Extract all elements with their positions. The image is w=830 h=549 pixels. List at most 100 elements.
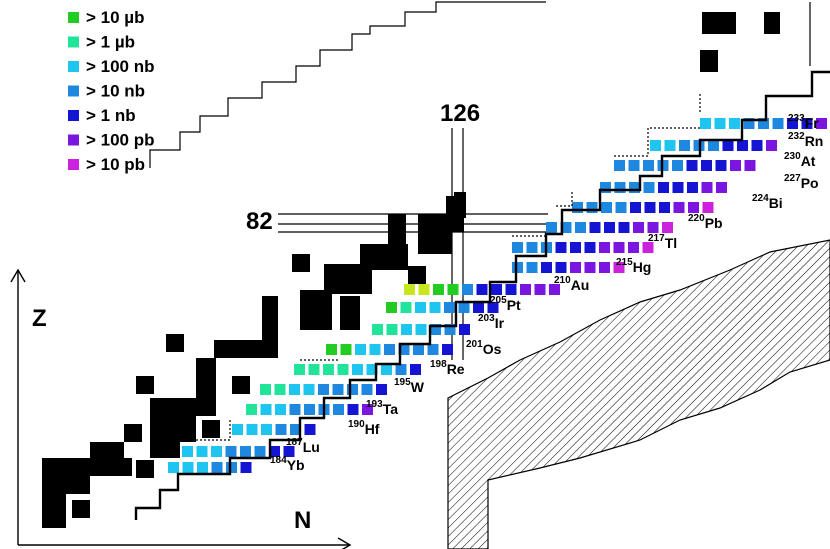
hatched-region	[447, 239, 830, 549]
legend-label: > 1 µb	[86, 33, 135, 52]
cross-section-cell	[386, 324, 398, 335]
cross-section-cell	[766, 140, 777, 151]
isotope-label: 195W	[394, 377, 425, 395]
stable-nucleus	[166, 334, 184, 352]
cross-section-cell	[628, 242, 639, 253]
isotope-label: 210Au	[554, 275, 589, 293]
z-axis-label: Z	[32, 305, 47, 332]
isotope-label: 217Tl	[648, 233, 677, 251]
cross-section-cell	[326, 344, 337, 355]
cross-section-cell	[526, 262, 538, 273]
cross-section-cell	[708, 140, 719, 151]
cross-section-cell	[716, 182, 727, 193]
cross-section-cell	[275, 424, 287, 435]
cross-section-cell	[290, 424, 301, 435]
cross-section-cell	[613, 242, 625, 253]
cross-section-cell	[672, 182, 684, 193]
cross-section-cell	[520, 284, 531, 295]
cross-section-cell	[294, 364, 305, 375]
cross-section-cell	[401, 324, 412, 335]
stable-nucleus	[388, 214, 406, 254]
cross-section-cell	[415, 324, 427, 335]
cross-section-cell	[289, 384, 300, 395]
cross-section-cell	[744, 160, 756, 171]
cross-section-cell	[730, 160, 741, 171]
cross-section-cell	[196, 446, 208, 457]
cross-section-cell	[246, 404, 257, 415]
isotope-label: 230At	[784, 151, 816, 169]
cross-section-cell	[575, 222, 586, 233]
cross-section-cell	[225, 446, 237, 457]
stable-nucleus	[340, 296, 360, 330]
cross-section-cell	[751, 140, 763, 151]
stable-nucleus	[232, 376, 250, 394]
cross-section-cell	[289, 404, 301, 415]
cross-section-cell	[275, 404, 286, 415]
stable-nucleus	[408, 266, 426, 284]
legend: > 10 µb > 1 µb > 100 nb > 10 nb > 1 nb > 100 …	[68, 8, 155, 174]
cross-section-cell	[658, 182, 669, 193]
cross-section-cell	[254, 446, 266, 457]
cross-section-cell	[600, 182, 611, 193]
cross-section-cell	[182, 462, 194, 473]
cross-section-cell	[376, 384, 387, 395]
legend-swatch	[68, 85, 79, 97]
stable-nucleus	[300, 290, 332, 330]
legend-swatch	[68, 110, 79, 121]
cross-section-cell	[232, 424, 243, 435]
cross-section-cell	[647, 222, 659, 233]
isotope-label: 203Ir	[478, 313, 505, 331]
cross-section-cell	[630, 202, 641, 213]
cross-section-cell	[240, 446, 251, 457]
cross-section-cell	[679, 140, 690, 151]
isotope-label: 205Pt	[490, 295, 521, 313]
n-axis-label: N	[294, 507, 311, 534]
isotope-label: 193Ta	[366, 399, 398, 417]
stable-nucleus	[136, 460, 154, 478]
cross-section-cell	[618, 222, 630, 233]
magic-z-label: 82	[246, 208, 273, 235]
cross-section-cell	[473, 302, 484, 313]
cross-section-cell	[381, 364, 392, 375]
cross-section-cell	[415, 302, 426, 313]
cross-section-cell	[491, 284, 502, 295]
cross-section-cell	[787, 118, 798, 129]
isotope-label: 187Lu	[286, 437, 320, 455]
magic-n-label: 126	[440, 100, 480, 127]
cross-section-cell	[688, 202, 699, 213]
cross-section-cell	[614, 182, 626, 193]
cross-section-cell	[633, 222, 644, 233]
cross-section-cell	[447, 284, 459, 295]
cross-section-cell	[650, 140, 661, 151]
cross-section-cell	[429, 302, 441, 313]
cross-section-cell	[526, 242, 538, 253]
cross-section-cell	[586, 202, 598, 213]
isotope-label: 220Pb	[688, 213, 723, 231]
cross-section-cell	[459, 324, 470, 335]
cross-section-cell	[642, 242, 654, 253]
cross-section-cell	[589, 222, 601, 233]
isotope-label: 215Hg	[616, 257, 651, 275]
cross-section-cell	[546, 222, 557, 233]
legend-label: > 10 µb	[86, 8, 144, 27]
cross-section-cell	[304, 424, 316, 435]
cross-section-cell	[398, 344, 410, 355]
cross-section-cell	[418, 284, 430, 295]
cross-section-cell	[395, 364, 407, 375]
cross-section-cell	[182, 446, 193, 457]
stable-nucleus	[262, 296, 278, 358]
legend-swatch	[68, 159, 79, 170]
stable-nucleus	[196, 358, 216, 416]
cross-section-cell	[570, 262, 581, 273]
cross-section-cell	[584, 262, 596, 273]
cross-section-cell	[601, 202, 612, 213]
cross-section-cell	[211, 462, 223, 473]
stable-nucleus	[136, 376, 154, 394]
cross-section-cell	[442, 344, 453, 355]
cross-section-cell	[700, 118, 711, 129]
cross-section-cell	[604, 222, 615, 233]
cross-section-cell	[260, 384, 271, 395]
cross-section-cell	[534, 284, 546, 295]
legend-label: > 100 pb	[86, 131, 155, 150]
isotope-label: 227Po	[784, 173, 819, 191]
